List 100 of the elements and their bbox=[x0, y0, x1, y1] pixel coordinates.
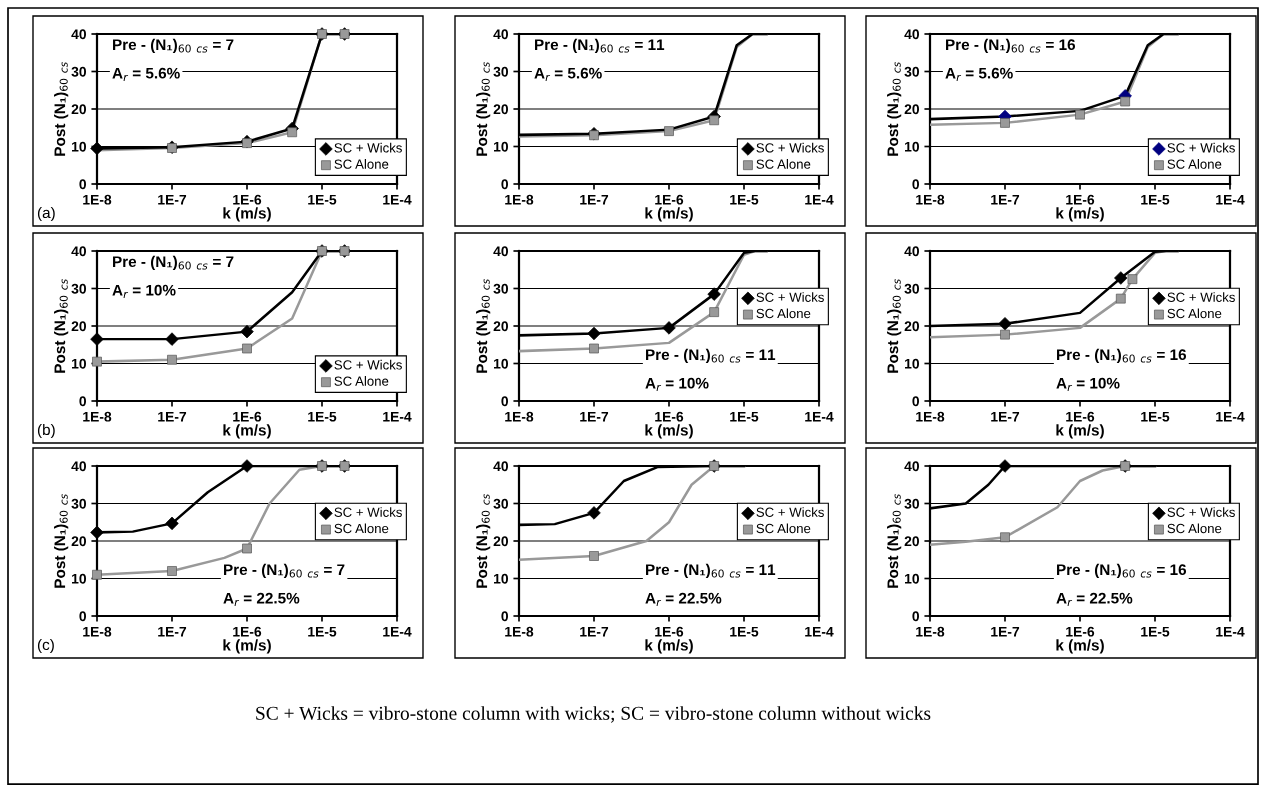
y-axis-title: Post (N₁)$_{60 cs}$ bbox=[476, 494, 491, 588]
x-axis-title: k (m/s) bbox=[223, 639, 271, 654]
annotation: A$_{r}$ = 22.5% bbox=[223, 592, 300, 606]
y-tick-label: 10 bbox=[494, 358, 509, 369]
y-axis-title: Post (N₁)$_{60 cs}$ bbox=[54, 494, 69, 588]
y-axis-title: Post (N₁)$_{60 cs}$ bbox=[476, 279, 491, 373]
x-tick-label: 1E-7 bbox=[991, 194, 1020, 205]
x-axis-title: k (m/s) bbox=[1056, 424, 1104, 439]
y-axis-title: Post (N₁)$_{60 cs}$ bbox=[887, 279, 902, 373]
legend-label: SC Alone bbox=[334, 376, 389, 386]
y-tick-label: 40 bbox=[493, 461, 509, 472]
text: SC + Wicks bbox=[334, 507, 402, 517]
x-tick-label: 1E-5 bbox=[730, 626, 759, 637]
y-tick-label: 40 bbox=[71, 29, 87, 40]
y-axis-title: Post (N₁)$_{60 cs}$ bbox=[887, 494, 902, 588]
x-tick-label: 1E-4 bbox=[1216, 411, 1245, 422]
x-tick-label: 1E-4 bbox=[383, 194, 412, 205]
x-tick-label: 1E-5 bbox=[730, 411, 759, 422]
y-tick-label: 40 bbox=[904, 246, 920, 257]
text: (a) bbox=[37, 206, 55, 222]
annotation: A$_{r}$ = 10% bbox=[645, 377, 709, 391]
x-tick-label: 1E-8 bbox=[505, 411, 534, 422]
x-tick-label: 1E-7 bbox=[580, 194, 609, 205]
y-tick-label: 10 bbox=[905, 141, 920, 152]
y-tick-label: 40 bbox=[493, 29, 509, 40]
text: (c) bbox=[37, 638, 54, 654]
x-tick-label: 1E-6 bbox=[655, 194, 684, 205]
text: SC + Wicks bbox=[756, 292, 824, 302]
x-tick-label: 1E-8 bbox=[505, 194, 534, 205]
y-tick-label: 20 bbox=[904, 321, 920, 332]
y-tick-label: 0 bbox=[501, 611, 509, 622]
x-axis-title: k (m/s) bbox=[223, 207, 271, 222]
x-tick-label: 1E-7 bbox=[158, 626, 187, 637]
text: SC + Wicks bbox=[1167, 292, 1235, 302]
text: SC + Wicks = vibro-stone column with wicks; SC = vibro-stone column without wicks bbox=[256, 706, 931, 723]
y-tick-label: 30 bbox=[493, 283, 509, 294]
y-tick-label: 30 bbox=[71, 498, 87, 509]
y-tick-label: 0 bbox=[912, 179, 920, 190]
x-tick-label: 1E-4 bbox=[383, 411, 412, 422]
annotation: Pre - (N₁)$_{60 cs}$ = 11 bbox=[646, 563, 776, 579]
x-tick-label: 1E-4 bbox=[1216, 626, 1245, 637]
y-tick-label: 20 bbox=[904, 104, 920, 115]
y-tick-label: 30 bbox=[904, 498, 920, 509]
x-tick-label: 1E-5 bbox=[730, 194, 759, 205]
x-tick-label: 1E-5 bbox=[308, 626, 337, 637]
x-tick-label: 1E-7 bbox=[158, 411, 187, 422]
x-tick-label: 1E-8 bbox=[83, 194, 112, 205]
legend-label: SC + Wicks bbox=[334, 359, 402, 370]
y-tick-label: 30 bbox=[904, 66, 920, 77]
x-tick-label: 1E-8 bbox=[916, 411, 945, 422]
annotation: Pre - (N₁)$_{60 cs}$ = 16 bbox=[1057, 563, 1187, 579]
y-tick-label: 0 bbox=[79, 396, 87, 407]
y-tick-label: 20 bbox=[71, 536, 87, 547]
x-axis-title: k (m/s) bbox=[645, 207, 693, 222]
x-tick-label: 1E-7 bbox=[991, 626, 1020, 637]
y-tick-label: 20 bbox=[71, 104, 87, 115]
x-tick-label: 1E-4 bbox=[1216, 194, 1245, 205]
x-tick-label: 1E-6 bbox=[1066, 194, 1095, 205]
y-tick-label: 30 bbox=[493, 498, 509, 509]
y-tick-label: 40 bbox=[71, 246, 87, 257]
y-tick-label: 30 bbox=[71, 283, 87, 294]
x-tick-label: 1E-6 bbox=[655, 411, 684, 422]
x-axis-title: k (m/s) bbox=[1056, 207, 1104, 222]
x-tick-label: 1E-5 bbox=[1141, 626, 1170, 637]
x-tick-label: 1E-7 bbox=[158, 194, 187, 205]
annotation: A$_{r}$ = 10% bbox=[1056, 377, 1120, 391]
y-tick-label: 10 bbox=[72, 358, 87, 369]
legend-label: SC Alone bbox=[1167, 308, 1222, 319]
y-tick-label: 0 bbox=[912, 611, 920, 622]
annotation: Pre - (N₁)$_{60 cs}$ = 11 bbox=[646, 348, 776, 364]
x-tick-label: 1E-5 bbox=[1141, 194, 1170, 205]
y-tick-label: 20 bbox=[493, 104, 509, 115]
x-tick-label: 1E-7 bbox=[580, 626, 609, 637]
y-tick-label: 0 bbox=[79, 179, 87, 190]
legend-label: SC Alone bbox=[756, 159, 811, 169]
x-tick-label: 1E-6 bbox=[1066, 626, 1095, 637]
x-tick-label: 1E-8 bbox=[505, 626, 534, 637]
legend-label: SC Alone bbox=[1167, 159, 1222, 169]
y-tick-label: 10 bbox=[494, 573, 509, 584]
y-tick-label: 20 bbox=[71, 321, 87, 332]
x-tick-label: 1E-5 bbox=[308, 194, 337, 205]
x-tick-label: 1E-7 bbox=[991, 411, 1020, 422]
legend-label: SC Alone bbox=[756, 308, 811, 319]
y-axis-title: Post (N₁)$_{60 cs}$ bbox=[54, 279, 69, 373]
text: (b) bbox=[37, 423, 55, 439]
y-tick-label: 0 bbox=[501, 396, 509, 407]
x-tick-label: 1E-4 bbox=[805, 411, 834, 422]
x-tick-label: 1E-4 bbox=[805, 626, 834, 637]
x-tick-label: 1E-6 bbox=[655, 626, 684, 637]
y-tick-label: 0 bbox=[501, 179, 509, 190]
x-axis-title: k (m/s) bbox=[1056, 639, 1104, 654]
y-tick-label: 40 bbox=[493, 246, 509, 257]
x-axis-title: k (m/s) bbox=[223, 424, 271, 439]
x-tick-label: 1E-5 bbox=[308, 411, 337, 422]
y-tick-label: 40 bbox=[904, 29, 920, 40]
annotation: Pre - (N₁)$_{60 cs}$ = 16 bbox=[1057, 348, 1187, 364]
x-tick-label: 1E-7 bbox=[580, 411, 609, 422]
x-tick-label: 1E-4 bbox=[383, 626, 412, 637]
y-axis-title: Post (N₁)$_{60 cs}$ bbox=[54, 62, 69, 156]
y-tick-label: 10 bbox=[72, 141, 87, 152]
